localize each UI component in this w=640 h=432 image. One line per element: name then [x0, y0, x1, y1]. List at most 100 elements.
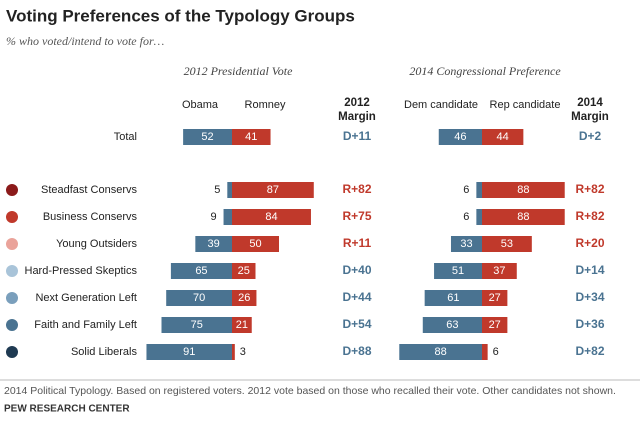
margin-label: D+36	[575, 317, 604, 331]
bar	[227, 182, 232, 198]
category-label: Next Generation Left	[35, 292, 137, 304]
value-label: 61	[447, 292, 459, 304]
margin-label: R+20	[575, 236, 604, 250]
value-label: 63	[446, 319, 458, 331]
bar	[476, 182, 482, 198]
margin-header: 2012	[344, 97, 370, 109]
value-label: 44	[497, 131, 509, 143]
bar	[482, 182, 565, 198]
bar	[399, 344, 482, 360]
value-label: 65	[195, 265, 207, 277]
bar	[232, 344, 235, 360]
category-label: Faith and Family Left	[34, 319, 137, 331]
value-label: 21	[236, 319, 248, 331]
value-label: 84	[265, 211, 277, 223]
bar	[223, 209, 232, 225]
margin-header: Margin	[571, 111, 609, 123]
bar	[482, 209, 565, 225]
value-label: 26	[238, 292, 250, 304]
value-label: 87	[267, 184, 279, 196]
series-name: Rep candidate	[490, 99, 561, 111]
bar	[476, 209, 482, 225]
margin-header: Margin	[338, 111, 376, 123]
bar	[232, 129, 271, 145]
margin-label: R+82	[575, 209, 604, 223]
value-label: 6	[493, 346, 499, 358]
margin-label: R+11	[343, 236, 372, 250]
bar	[482, 263, 517, 279]
margin-label: D+44	[342, 290, 371, 304]
category-dot	[6, 292, 18, 304]
category-dot	[6, 319, 18, 331]
category-label: Solid Liberals	[71, 346, 138, 358]
bar	[232, 263, 256, 279]
category-dot	[6, 265, 18, 277]
bar	[232, 317, 252, 333]
category-dot	[6, 238, 18, 250]
bar	[482, 129, 524, 145]
bar	[166, 290, 232, 306]
value-label: 53	[501, 238, 513, 250]
value-label: 33	[460, 238, 472, 250]
value-label: 41	[245, 131, 257, 143]
value-label: 88	[435, 346, 447, 358]
margin-label: D+14	[575, 263, 604, 277]
series-name: Dem candidate	[404, 99, 478, 111]
margin-label: R+75	[342, 209, 371, 223]
panel-title: 2012 Presidential Vote	[184, 64, 294, 78]
value-label: 88	[517, 211, 529, 223]
value-label: 51	[452, 265, 464, 277]
chart-subtitle: % who voted/intend to vote for…	[6, 34, 164, 48]
value-label: 46	[454, 131, 466, 143]
value-label: 9	[210, 211, 216, 223]
margin-label: D+40	[342, 263, 371, 277]
bar	[482, 317, 508, 333]
value-label: 25	[238, 265, 250, 277]
source: PEW RESEARCH CENTER	[4, 404, 130, 415]
category-label: Young Outsiders	[56, 238, 137, 250]
value-label: 27	[489, 319, 501, 331]
margin-label: D+11	[343, 129, 372, 143]
category-dot	[6, 211, 18, 223]
margin-label: D+82	[575, 344, 604, 358]
bar	[232, 182, 314, 198]
category-label: Business Conservs	[43, 211, 138, 223]
series-name: Romney	[245, 99, 286, 111]
category-dot	[6, 184, 18, 196]
margin-label: D+54	[342, 317, 371, 331]
series-name: Obama	[182, 99, 219, 111]
bar	[183, 129, 232, 145]
bar	[232, 236, 279, 252]
bar	[195, 236, 232, 252]
value-label: 50	[249, 238, 261, 250]
bar	[170, 263, 232, 279]
value-label: 6	[463, 184, 469, 196]
category-label: Steadfast Conservs	[41, 184, 137, 196]
value-label: 27	[489, 292, 501, 304]
margin-label: R+82	[342, 182, 371, 196]
value-label: 39	[208, 238, 220, 250]
bar	[482, 344, 488, 360]
bar	[232, 209, 311, 225]
value-label: 70	[193, 292, 205, 304]
value-label: 91	[183, 346, 195, 358]
bar	[232, 290, 257, 306]
bar	[450, 236, 482, 252]
bar	[424, 290, 482, 306]
bar	[161, 317, 232, 333]
panel-title: 2014 Congressional Preference	[409, 64, 561, 78]
value-label: 52	[201, 131, 213, 143]
bar	[434, 263, 482, 279]
category-label: Hard-Pressed Skeptics	[25, 265, 138, 277]
value-label: 5	[214, 184, 220, 196]
bar	[438, 129, 482, 145]
value-label: 75	[191, 319, 203, 331]
bar	[422, 317, 482, 333]
margin-header: 2014	[577, 97, 603, 109]
category-label: Total	[114, 131, 137, 143]
bar	[482, 290, 508, 306]
footnote: 2014 Political Typology. Based on regist…	[4, 385, 616, 397]
bar	[482, 236, 532, 252]
margin-label: D+2	[579, 129, 602, 143]
